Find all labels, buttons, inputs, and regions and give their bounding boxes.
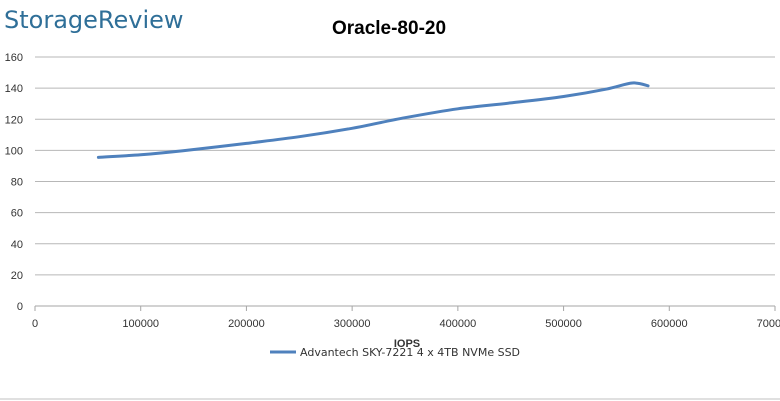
gridlines [35, 56, 775, 276]
brand-logo: StorageReview [4, 6, 184, 34]
y-tick-label: 80 [11, 177, 23, 189]
y-tick-label: 120 [5, 114, 23, 126]
y-tick-label: 0 [17, 301, 23, 313]
x-tick-label: 200000 [228, 318, 265, 330]
y-tick-label: 20 [11, 270, 23, 282]
legend-label: Advantech SKY-7221 4 x 4TB NVMe SSD [300, 346, 520, 359]
x-tick-label: 100000 [122, 318, 159, 330]
y-axis-ticks: 0 20 40 60 80 100 120 140 160 [5, 52, 23, 313]
x-axis-title: IOPS [394, 338, 420, 350]
chart-title: Oracle-80-20 [332, 18, 446, 39]
x-tick-label: 700000 [757, 318, 780, 330]
x-tick-label: 400000 [439, 318, 476, 330]
y-tick-label: 100 [5, 145, 23, 157]
x-tick-label: 500000 [545, 318, 582, 330]
x-tick-label: 300000 [334, 318, 371, 330]
legend: Advantech SKY-7221 4 x 4TB NVMe SSD [270, 346, 520, 359]
x-axis-ticks: 0 100000 200000 300000 400000 500000 600000 700… [32, 306, 780, 330]
y-tick-label: 140 [5, 83, 23, 95]
y-tick-label: 160 [5, 52, 23, 64]
y-tick-label: 60 [11, 208, 23, 220]
x-tick-label: 0 [32, 318, 38, 330]
y-tick-label: 40 [11, 239, 23, 251]
series-line-0 [96, 81, 650, 159]
series-lines [96, 81, 650, 159]
x-tick-label: 600000 [651, 318, 688, 330]
